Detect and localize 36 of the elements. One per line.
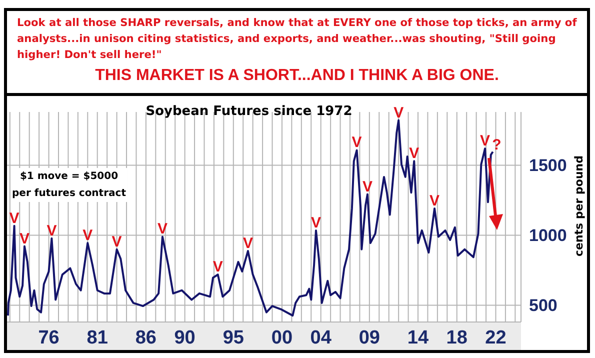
x-tick-label: 09 [358, 327, 380, 348]
x-tick-label: 18 [446, 327, 468, 348]
annotation: V [157, 220, 168, 238]
text: Look at all those SHARP reversals, and know that at EVERY one of those top ticks, an army of analysts...in unison citing statistics, and exports, and weather...was shouting, "Still going higher! Don't sell here!" [17, 16, 578, 63]
annotation: V [212, 258, 223, 276]
x-tick-label: 76 [38, 327, 60, 348]
annotation: V [242, 235, 253, 252]
y-tick-label: 1500 [529, 156, 567, 176]
annotation: ? [492, 136, 502, 154]
annotation: V [352, 134, 362, 152]
annotation: V [112, 233, 122, 250]
annotation: V [362, 178, 372, 196]
chart-title: Soybean Futures since 1972 [146, 104, 352, 119]
annotation: V [480, 132, 490, 150]
annotation: V [46, 222, 57, 240]
y-axis-title: cents per pound [572, 155, 586, 257]
x-tick-label: 14 [407, 327, 429, 348]
annotation: V [310, 214, 321, 232]
annotation: $1 move = $5000 per futures contract [11, 168, 127, 202]
x-tick-label: 22 [485, 327, 506, 348]
x-tick-label: 00 [271, 327, 293, 348]
y-tick-label: 500 [529, 296, 558, 316]
annotation: V [430, 192, 440, 210]
annotation: V [409, 145, 420, 162]
y-tick-label: 1000 [529, 226, 567, 246]
annotation: V [9, 210, 20, 227]
annotation: V [19, 230, 30, 248]
text: THIS MARKET IS A SHORT...AND I THINK A BIG ONE. [94, 67, 500, 85]
x-tick-label: 81 [86, 327, 108, 348]
x-tick-label: 04 [310, 327, 332, 348]
x-tick-label: 86 [135, 327, 157, 348]
line-series [7, 119, 494, 317]
annotation: V [82, 227, 93, 244]
x-tick-label: 95 [222, 327, 244, 348]
annotation: V [394, 104, 404, 122]
x-tick-label: 90 [174, 327, 196, 348]
